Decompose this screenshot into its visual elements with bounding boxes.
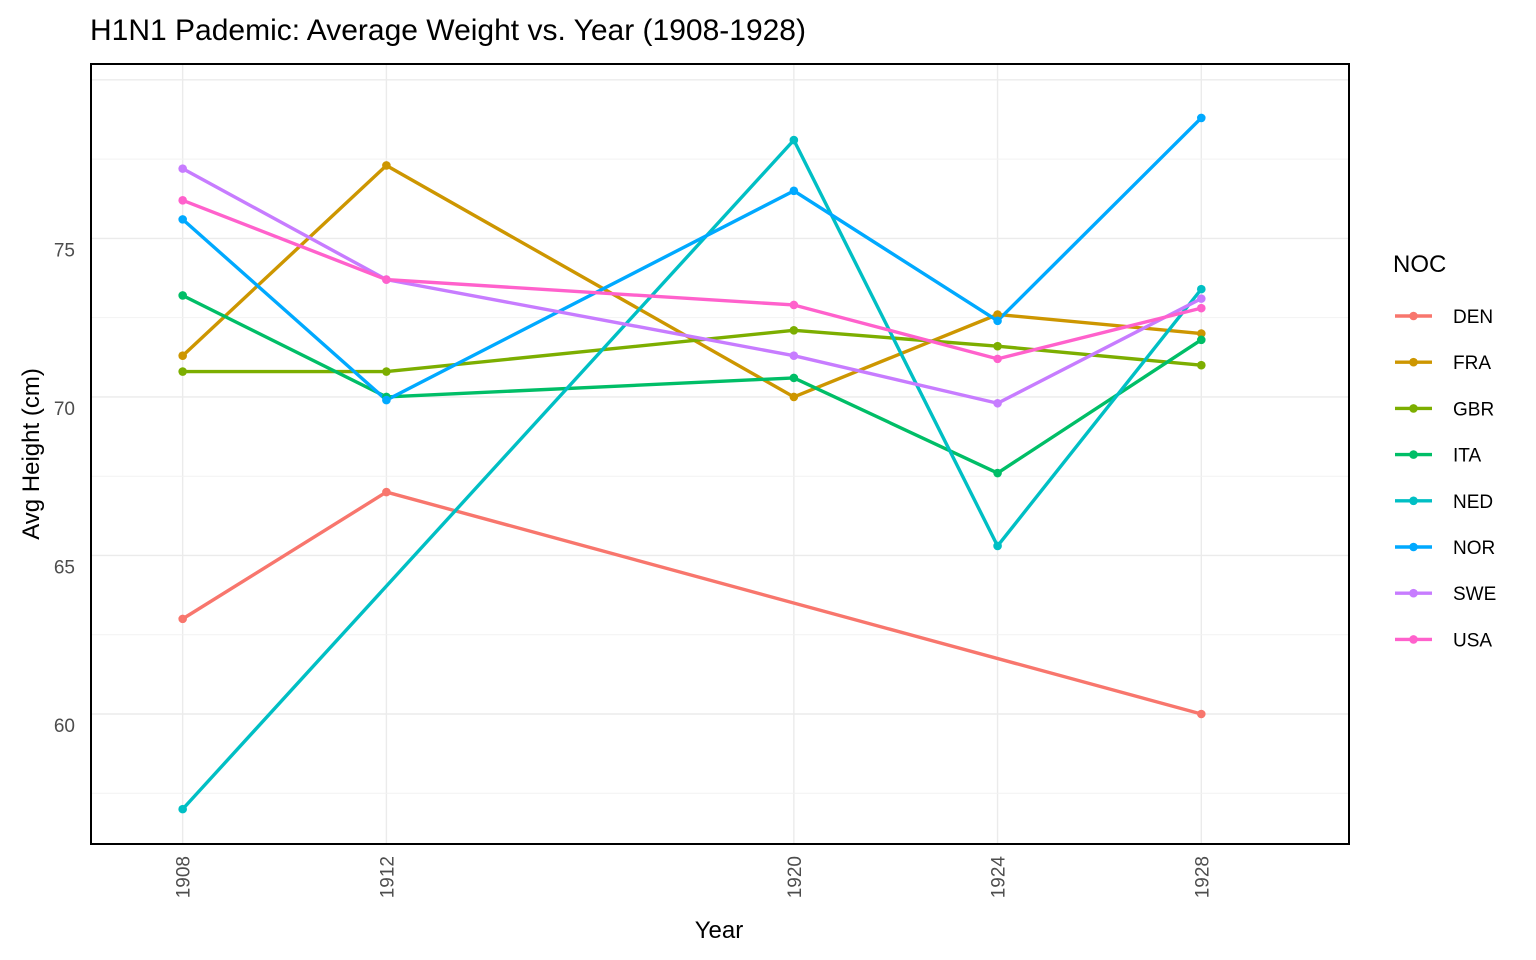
y-tick-label: 65 [54,557,75,578]
data-point-ita [993,468,1002,478]
data-point-gbr [1196,360,1206,370]
legend-title: NOC [1393,251,1446,278]
legend: NOC DEN FRA GBR ITA NED NOR SWE USA [1393,251,1496,651]
legend-key-point [1409,635,1418,644]
data-point-fra [1196,329,1206,338]
x-tick-label: 1920 [785,856,806,898]
y-axis-title: Avg Height (cm) [18,368,45,540]
legend-label-den: DEN [1453,307,1493,328]
data-point-nor [382,395,391,405]
data-point-fra [178,351,187,361]
data-point-gbr [789,326,799,335]
legend-key-point [1409,496,1418,506]
data-point-ned [789,135,799,145]
x-tick-label: 1924 [989,856,1010,899]
data-point-nor [178,215,187,224]
data-point-ita [178,291,187,300]
data-point-nor [993,316,1002,326]
chart-title: H1N1 Pademic: Average Weight vs. Year (1… [90,14,806,47]
x-axis-title: Year [695,917,744,944]
series-line-den [181,490,1202,716]
y-tick-label: 75 [54,240,75,261]
legend-key-point [1409,450,1418,459]
y-tick-label: 60 [54,716,75,737]
data-point-swe [789,351,799,361]
legend-label-usa: USA [1453,630,1492,651]
data-point-gbr [382,367,391,376]
series-line-swe [181,167,1203,405]
legend-key-point [1409,404,1418,413]
x-tick-label: 1912 [377,856,398,898]
data-point-usa [1196,303,1206,313]
legend-key-point [1409,588,1418,598]
legend-label-ned: NED [1453,492,1493,513]
x-tick-label: 1908 [174,856,195,898]
data-point-swe [1196,294,1206,303]
x-axis-ticks: 1908 1912 1920 1924 1928 [174,856,1214,899]
legend-key-point [1409,311,1418,321]
data-point-usa [382,275,391,284]
data-point-usa [178,196,187,205]
data-point-usa [789,300,799,310]
x-tick-label: 1928 [1192,856,1213,898]
data-point-nor [789,186,799,196]
data-point-nor [1196,113,1206,123]
series-line-ita [181,293,1203,475]
data-point-ned [993,541,1002,551]
series-line-ned [181,138,1203,811]
legend-label-nor: NOR [1453,538,1495,559]
legend-label-fra: FRA [1453,353,1491,374]
legend-label-gbr: GBR [1453,399,1494,420]
legend-key-point [1409,357,1418,367]
y-axis-ticks: 60 65 70 75 [54,240,75,737]
data-point-ita [1196,335,1206,345]
data-point-den [382,487,391,497]
legend-label-swe: SWE [1453,584,1496,605]
data-point-fra [382,161,391,170]
data-point-gbr [178,367,187,376]
data-point-gbr [993,341,1002,351]
data-point-den [178,614,187,624]
data-point-den [1196,709,1206,719]
data-point-fra [993,310,1002,319]
plot-border [90,63,1350,845]
legend-key-point [1409,542,1418,552]
series-lines [181,116,1203,811]
data-point-ned [178,804,187,814]
series-line-fra [181,163,1202,399]
series-points [178,113,1206,814]
data-point-usa [993,354,1002,364]
data-point-swe [993,398,1002,408]
data-point-swe [178,164,187,173]
data-point-fra [789,392,799,402]
data-point-ned [1196,284,1206,294]
grid-lines [91,64,1349,844]
data-point-ita [789,373,799,383]
legend-label-ita: ITA [1453,446,1481,467]
y-tick-label: 70 [54,399,75,420]
